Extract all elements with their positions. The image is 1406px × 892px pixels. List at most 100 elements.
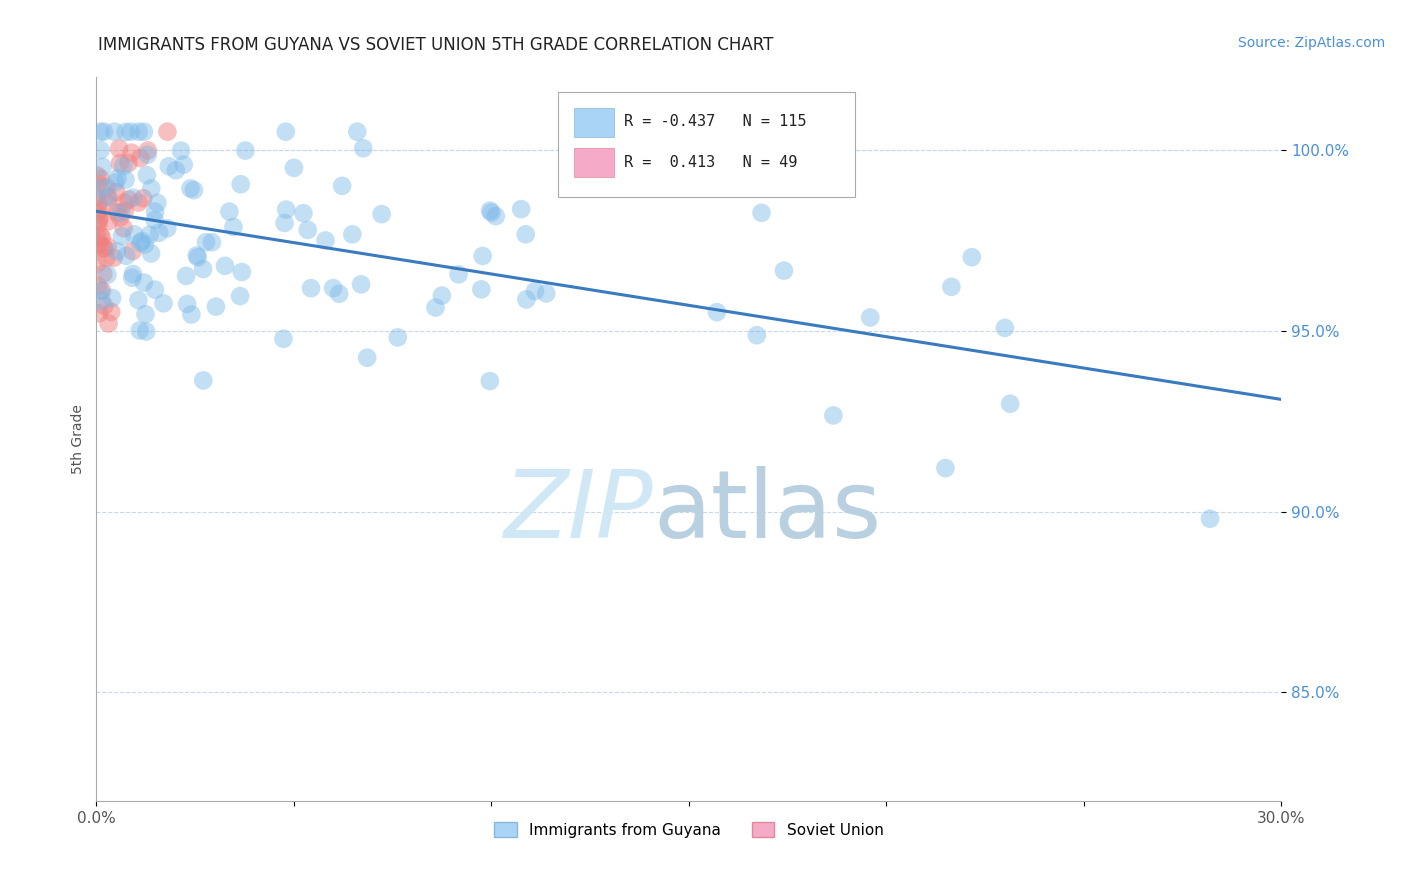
Point — [118, 193, 141, 207]
Point — [941, 280, 963, 294]
Point — [1199, 512, 1222, 526]
Point — [179, 181, 201, 195]
Point — [97, 214, 120, 228]
Point — [127, 293, 149, 307]
Point — [273, 332, 295, 346]
Point — [115, 249, 138, 263]
Point — [352, 141, 374, 155]
Point — [186, 248, 208, 262]
Point — [91, 230, 114, 244]
Point — [101, 291, 124, 305]
Point — [180, 308, 202, 322]
Point — [134, 237, 156, 252]
Point — [471, 249, 494, 263]
Point — [146, 195, 169, 210]
Point — [89, 125, 111, 139]
Point — [104, 176, 127, 190]
Text: R = -0.437   N = 115: R = -0.437 N = 115 — [624, 114, 806, 129]
Point — [103, 125, 125, 139]
Point — [430, 288, 453, 302]
Point — [86, 229, 108, 244]
Point — [97, 190, 120, 204]
Point — [229, 178, 252, 192]
Point — [129, 235, 152, 250]
Point — [342, 227, 364, 242]
Point — [90, 171, 112, 186]
Point — [143, 283, 166, 297]
Point — [174, 268, 197, 283]
Point — [934, 461, 956, 475]
Point — [93, 125, 115, 139]
Point — [135, 168, 157, 182]
Y-axis label: 5th Grade: 5th Grade — [72, 404, 86, 474]
Point — [132, 191, 155, 205]
Point — [105, 205, 128, 219]
Point — [107, 171, 129, 186]
Point — [346, 125, 368, 139]
Legend: Immigrants from Guyana, Soviet Union: Immigrants from Guyana, Soviet Union — [488, 816, 890, 844]
Point — [114, 173, 136, 187]
Point — [96, 180, 118, 194]
Point — [86, 190, 108, 204]
Point — [470, 282, 492, 296]
FancyBboxPatch shape — [574, 108, 614, 136]
Point — [93, 299, 115, 313]
Point — [297, 223, 319, 237]
Point — [152, 296, 174, 310]
Point — [322, 281, 344, 295]
Point — [274, 125, 297, 139]
Point — [97, 190, 120, 204]
Point — [478, 203, 501, 218]
Point — [231, 265, 253, 279]
Point — [201, 235, 224, 250]
Point — [111, 229, 134, 244]
Point — [447, 268, 470, 282]
Point — [97, 317, 120, 331]
Point — [138, 227, 160, 242]
Point — [148, 226, 170, 240]
Point — [510, 202, 533, 216]
Point — [135, 325, 157, 339]
Point — [129, 151, 152, 165]
Point — [173, 158, 195, 172]
Point — [218, 204, 240, 219]
Point — [194, 235, 217, 249]
Point — [283, 161, 305, 175]
Point — [745, 328, 768, 343]
Point — [87, 306, 110, 320]
Point — [131, 234, 153, 248]
Point — [87, 238, 110, 252]
Point — [141, 181, 163, 195]
Point — [91, 160, 114, 174]
Point — [112, 159, 135, 173]
Point — [214, 259, 236, 273]
Point — [157, 159, 180, 173]
FancyBboxPatch shape — [558, 92, 855, 197]
Point — [128, 323, 150, 337]
Point — [170, 144, 193, 158]
Point — [108, 211, 131, 225]
Point — [139, 246, 162, 260]
Point — [534, 286, 557, 301]
Point — [515, 227, 537, 242]
Point — [136, 144, 159, 158]
Point — [87, 195, 110, 210]
Point — [93, 241, 115, 255]
Point — [387, 330, 409, 344]
Point — [292, 206, 315, 220]
Point — [91, 180, 114, 194]
Point — [132, 276, 155, 290]
Point — [91, 284, 114, 298]
Point — [100, 305, 122, 319]
Text: ZIP: ZIP — [503, 466, 654, 557]
Point — [121, 244, 143, 259]
Point — [156, 125, 179, 139]
Point — [998, 397, 1021, 411]
Point — [121, 270, 143, 285]
Point — [120, 125, 142, 139]
Text: R =  0.413   N = 49: R = 0.413 N = 49 — [624, 154, 797, 169]
Point — [485, 209, 508, 223]
Point — [89, 213, 111, 227]
Point — [87, 211, 110, 226]
Point — [276, 202, 298, 217]
